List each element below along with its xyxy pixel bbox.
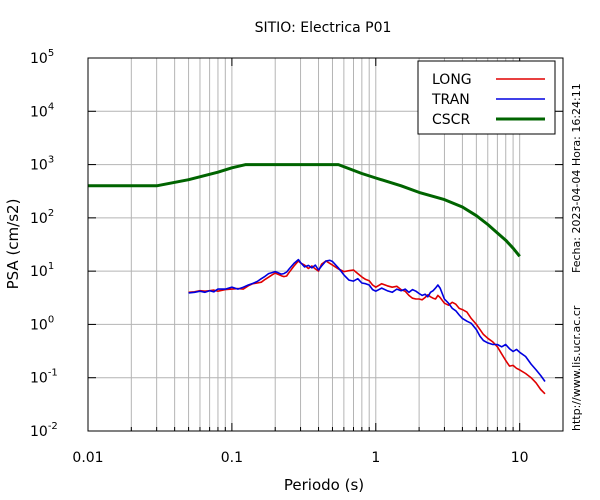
legend-label-cscr: CSCR xyxy=(432,112,470,128)
legend-label-long: LONG xyxy=(432,72,472,88)
date-time-note: Fecha: 2023-04-04 Hora: 16:24:11 xyxy=(570,83,583,273)
x-axis-label: Periodo (s) xyxy=(284,476,364,494)
y-tick-label: 103 xyxy=(30,155,54,174)
y-tick-label: 105 xyxy=(30,48,54,67)
x-tick-label: 0.1 xyxy=(221,450,243,466)
x-tick-label: 0.01 xyxy=(72,450,103,466)
y-tick-label: 101 xyxy=(30,261,54,280)
axis-ticks: 0.01 0.1 1 10 10-2 10-1 100 101 102 103 104 105 xyxy=(30,48,564,466)
grid xyxy=(87,57,564,432)
series-layer xyxy=(88,163,546,395)
chart-title: SITIO: Electrica P01 xyxy=(255,20,392,36)
y-tick-label: 104 xyxy=(30,101,54,120)
plot-frame xyxy=(87,57,564,432)
legend: LONG TRAN CSCR xyxy=(417,60,556,135)
y-tick-label: 100 xyxy=(30,314,54,333)
series-line-long xyxy=(188,260,546,395)
series-line-cscr xyxy=(88,163,521,258)
source-url-note: http://www.lis.ucr.ac.cr xyxy=(570,305,583,431)
legend-label-tran: TRAN xyxy=(431,92,470,108)
x-tick-label: 10 xyxy=(511,450,529,466)
y-tick-label: 10-2 xyxy=(30,421,58,440)
y-axis-label: PSA (cm/s2) xyxy=(4,199,22,290)
x-tick-label: 1 xyxy=(371,450,380,466)
legend-box xyxy=(417,60,556,135)
y-tick-label: 102 xyxy=(30,208,54,227)
series-line-tran xyxy=(188,258,546,382)
y-tick-label: 10-1 xyxy=(30,368,58,387)
